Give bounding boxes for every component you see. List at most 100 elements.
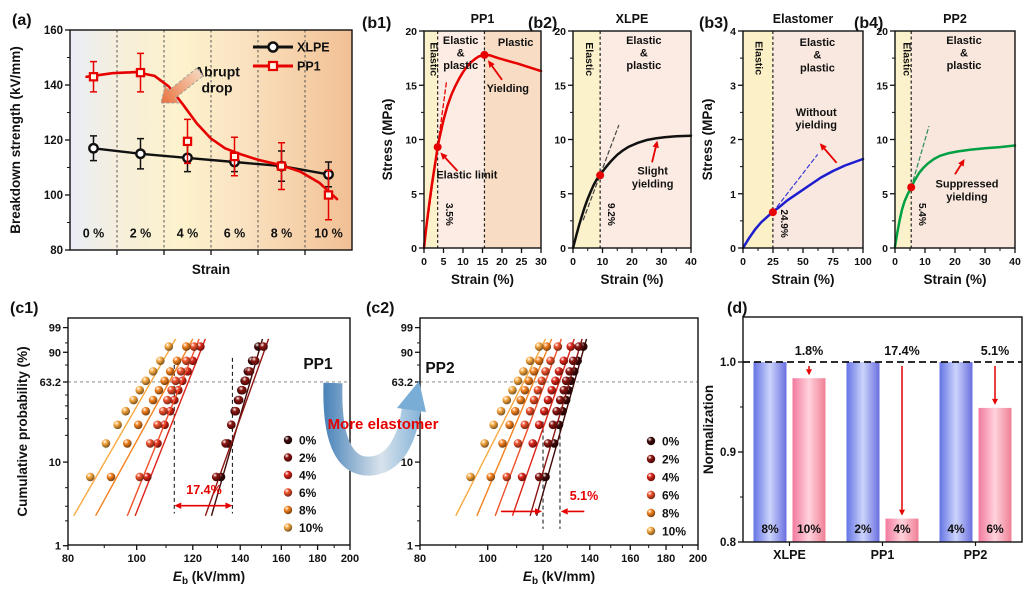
data-point-4% [554, 367, 564, 376]
y-tick-label: 1.0 [720, 357, 736, 369]
marker-XLPE [88, 142, 99, 154]
chart-element: plastic [443, 60, 478, 72]
marker-PP1 [88, 72, 99, 82]
data-point-8% [516, 395, 526, 405]
x-tick-label: 120 [184, 553, 202, 565]
data-point-10% [113, 420, 122, 430]
drop-label: 5.1% [981, 344, 1010, 358]
data-point-6% [167, 385, 176, 395]
drop-label: 1.8% [795, 344, 824, 358]
y-tick-label: 1 [730, 189, 736, 201]
data-point-2% [565, 367, 574, 376]
y-tick-label: 63.2 [392, 377, 413, 389]
data-point-6% [513, 439, 523, 448]
data-point-8% [154, 385, 164, 395]
legend-c2: 0% 2% 4% 6% 8% 10% [646, 435, 686, 539]
x-axis-title: Strain (%) [600, 272, 663, 287]
chart-element: plastic [947, 60, 982, 72]
chart-element: & [813, 50, 821, 62]
bar-label: 2% [854, 522, 872, 536]
panel-c2: 80 100 120 140 160 180 200 1 10 63.2 90 99 Eb (kV/mm… [366, 300, 707, 587]
data-point-4% [534, 420, 544, 430]
region-band [743, 31, 773, 248]
y-tick-label: 10 [876, 135, 888, 147]
chart-element: E [523, 569, 533, 584]
legend-label: 4% [299, 469, 317, 483]
chart-element [652, 140, 659, 149]
category-label: PP1 [871, 548, 895, 562]
y-tick-label: 1 [407, 541, 413, 553]
data-point-8% [505, 420, 514, 430]
x-axis-title: Strain [192, 262, 230, 277]
annotation-text: 9.2% [605, 203, 616, 226]
fit-line-6% [494, 338, 563, 517]
data-point-8% [534, 356, 544, 366]
annotation-text: Elastic [428, 42, 440, 76]
y-tick-label: 120 [44, 135, 63, 147]
annotation-text: 10 % [314, 227, 343, 241]
region-band [437, 31, 485, 248]
panel-b2: 0 10 20 30 40 0 5 10 15 20 Strain (%) XLPE (b2) Elast… [528, 12, 697, 287]
chart-element [819, 143, 827, 151]
y-tick-label: 80 [50, 245, 63, 257]
data-point-6% [529, 395, 539, 405]
data-point-8% [486, 472, 496, 482]
chart-element: Without [796, 107, 837, 119]
marker-PP1 [276, 161, 287, 171]
panel-a: 80 100 120 140 160 Strain Breakdown strength (… [8, 12, 353, 277]
data-point-4% [559, 356, 569, 366]
legend-label: 2% [299, 451, 317, 465]
x-tick-label: 5 [441, 256, 447, 268]
data-point-2% [534, 472, 544, 482]
plot-frame [419, 317, 699, 546]
y-axis-title: Breakdown strength (kV/mm) [8, 46, 23, 234]
data-point-4% [551, 376, 560, 386]
more-elastomer-arrowhead [397, 381, 426, 412]
data-point-4% [539, 406, 549, 416]
y-tick-label: 1 [55, 541, 61, 553]
axes-b1: 0 5 10 15 20 25 30 0 5 10 15 20 [405, 26, 547, 268]
x-axis-title: Strain (%) [771, 272, 834, 287]
legend-marker [646, 454, 656, 464]
data-point-10% [101, 439, 111, 448]
data-point-10% [148, 367, 158, 376]
data-point-8% [106, 472, 116, 482]
data-point-10% [480, 439, 489, 448]
plot-frame [67, 317, 351, 546]
y-tick-label: 15 [876, 80, 888, 92]
data-point-6% [520, 420, 530, 430]
fit-line-6% [126, 338, 200, 517]
annotation-text: Yielding [487, 83, 529, 95]
y-axis-title: Stress (MPa) [700, 99, 715, 181]
data-point-4% [566, 342, 576, 351]
curve-PP1-curve [422, 53, 543, 250]
data-point-6% [525, 406, 535, 416]
legend-label: 10% [662, 525, 686, 539]
x-tick-label: 50 [797, 256, 809, 268]
x-tick-label: 80 [414, 553, 426, 565]
legend-label: 6% [299, 486, 317, 500]
chart-element: Elastic [946, 35, 981, 47]
panel-b1: 0 5 10 15 20 25 30 0 5 10 15 20 Strain (%) Stress (MP… [362, 12, 547, 287]
axes-b3: 0 25 50 75 100 0 1 2 3 4 [730, 26, 872, 268]
fit-line-8% [476, 338, 553, 517]
x-tick-label: 180 [308, 553, 326, 565]
x-tick-label: 160 [272, 553, 290, 565]
x-tick-label: 100 [854, 256, 872, 268]
x-tick-label: 30 [535, 256, 547, 268]
legend-marker [646, 508, 656, 518]
data-point-6% [189, 342, 199, 351]
data-point-2% [561, 376, 571, 386]
region-band [911, 31, 1015, 248]
chart-element [560, 508, 568, 515]
y-tick-label: 0 [730, 243, 736, 255]
data-point-10% [135, 385, 145, 395]
y-tick-label: 10 [554, 135, 566, 147]
marker-PP1 [182, 136, 193, 147]
data-point-2% [568, 356, 578, 366]
data-point-4% [196, 342, 205, 351]
curve-tangent [772, 154, 818, 213]
chart-element: Slight [637, 166, 668, 178]
plot-frame [742, 316, 1023, 543]
drop-label: 17.4% [884, 344, 919, 358]
